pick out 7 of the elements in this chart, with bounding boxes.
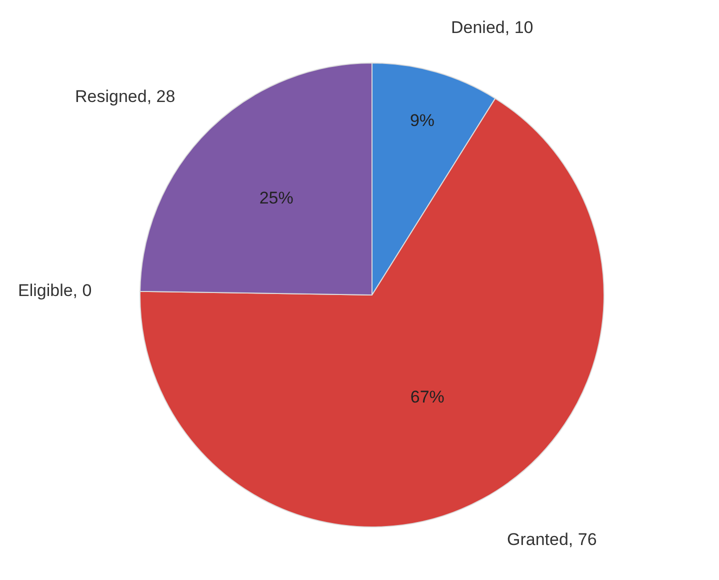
slice-label: Denied, 10 [451,18,534,37]
slice-label: Granted, 76 [507,530,597,549]
data-label: 9% [410,110,435,130]
data-label: 25% [259,188,294,208]
category-label: Eligible, 0 [18,281,92,300]
data-label: 67% [410,387,444,406]
slice-label: Resigned, 28 [75,87,176,106]
